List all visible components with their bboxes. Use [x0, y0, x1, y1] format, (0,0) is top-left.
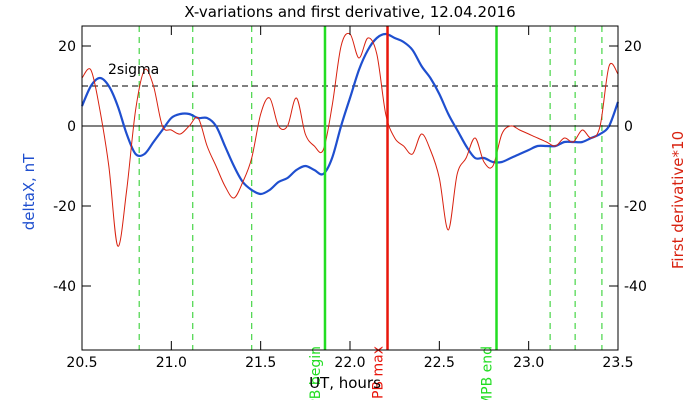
y-tick-label-left-1: 0	[67, 119, 76, 135]
event-markers: MPB begin MPB max MPB end	[308, 26, 498, 400]
marker-label-1: MPB max	[371, 346, 387, 400]
y-tick-label-right-2: -20	[624, 199, 647, 215]
x-tick-label-3: 22.0	[334, 355, 365, 371]
x-tick-label-0: 20.5	[66, 355, 97, 371]
sigma-label: 2sigma	[108, 62, 159, 78]
chart-title: X-variations and first derivative, 12.04…	[184, 3, 515, 21]
x-tick-label-4: 22.5	[424, 355, 455, 371]
series-derivative	[81, 32, 619, 247]
y-axis-label-left: deltaX, nT	[20, 153, 38, 230]
x-tick-label-2: 21.5	[245, 355, 276, 371]
y-tick-label-right-1: 0	[624, 119, 633, 135]
y-axis-label-right: First derivative*10	[669, 131, 687, 269]
x-axis-label: UT, hours	[309, 374, 381, 392]
x-tick-label-1: 21.0	[156, 355, 187, 371]
series-lines	[80, 32, 620, 247]
y-tick-label-left-3: -40	[53, 279, 76, 295]
axes: 20.5 21.0 21.5 22.0 22.5 23.0 23.5 20 20 0 0 -20 -20…	[53, 25, 647, 371]
reference-lines	[82, 26, 618, 350]
y-tick-label-right-3: -40	[624, 279, 647, 295]
x-tick-label-6: 23.5	[602, 355, 633, 371]
y-tick-label-right-0: 20	[624, 39, 642, 55]
marker-label-0: MPB begin	[308, 346, 324, 400]
series-deltaX	[80, 32, 620, 196]
marker-label-2: MPB end	[480, 346, 496, 400]
x-tick-label-5: 23.0	[513, 355, 544, 371]
y-tick-label-left-2: -20	[53, 199, 76, 215]
y-tick-label-left-0: 20	[58, 39, 76, 55]
plot-frame	[81, 25, 619, 351]
